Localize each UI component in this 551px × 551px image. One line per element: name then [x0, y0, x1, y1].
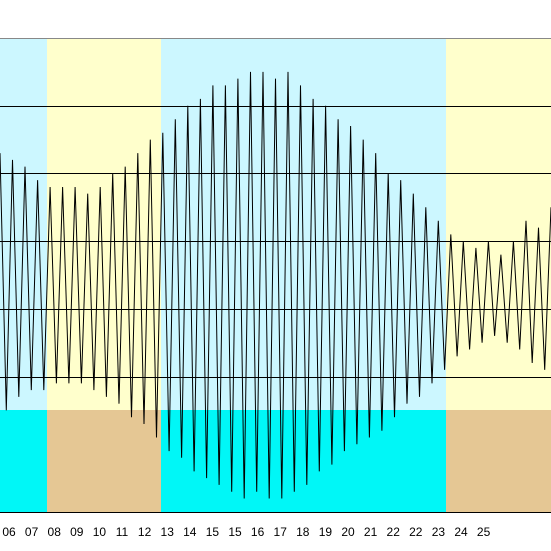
x-tick-label: 25 [477, 525, 491, 539]
x-tick-label: 11 [116, 525, 129, 539]
x-tick-label: 13 [161, 525, 175, 539]
day-band-sea-08 [47, 410, 105, 512]
x-tick-label: 20 [341, 525, 355, 539]
x-tick-label: 08 [48, 525, 62, 539]
day-band-sea-15 [446, 410, 504, 512]
day-band-sky-15 [446, 38, 504, 410]
tide-series [0, 71, 551, 499]
x-tick-label: 06 [2, 525, 16, 539]
x-tick-label: 15 [206, 525, 220, 539]
x-tick-label: 18 [296, 525, 310, 539]
x-tick-label: 22 [387, 525, 401, 539]
x-tick-label: 21 [364, 525, 378, 539]
x-tick-label: 24 [454, 525, 468, 539]
day-band-sky-12 [275, 38, 333, 410]
day-band-sea-07 [0, 410, 48, 512]
x-tick-label: 17 [274, 525, 288, 539]
x-tick-label: 09 [70, 525, 84, 539]
x-tick-label: 16 [251, 525, 265, 539]
x-tick-label: 22 [409, 525, 423, 539]
day-band-sky-16 [503, 38, 551, 410]
tide-line [0, 71, 551, 499]
x-tick-label: 07 [25, 525, 39, 539]
x-tick-label: 12 [138, 525, 152, 539]
x-tick-label: 10 [93, 525, 107, 539]
day-band-sea-11 [218, 410, 276, 512]
x-tick-label: 19 [319, 525, 333, 539]
day-band-sky-13 [332, 38, 390, 410]
x-tick-label: 14 [183, 525, 197, 539]
day-band-sea-10 [161, 410, 219, 512]
x-tick-labels: 06 07 08 09 10 11 12 13 14 15 15 16 17 18 19 20 21 22 22 23… [2, 525, 490, 539]
day-band-sea-09 [104, 410, 162, 512]
day-band-sea-13 [332, 410, 390, 512]
day-band-sea-12 [275, 410, 333, 512]
x-tick-label: 23 [432, 525, 446, 539]
x-tick-label: 15 [228, 525, 242, 539]
day-band-sea-16 [503, 410, 551, 512]
day-band-sea-14 [389, 410, 447, 512]
